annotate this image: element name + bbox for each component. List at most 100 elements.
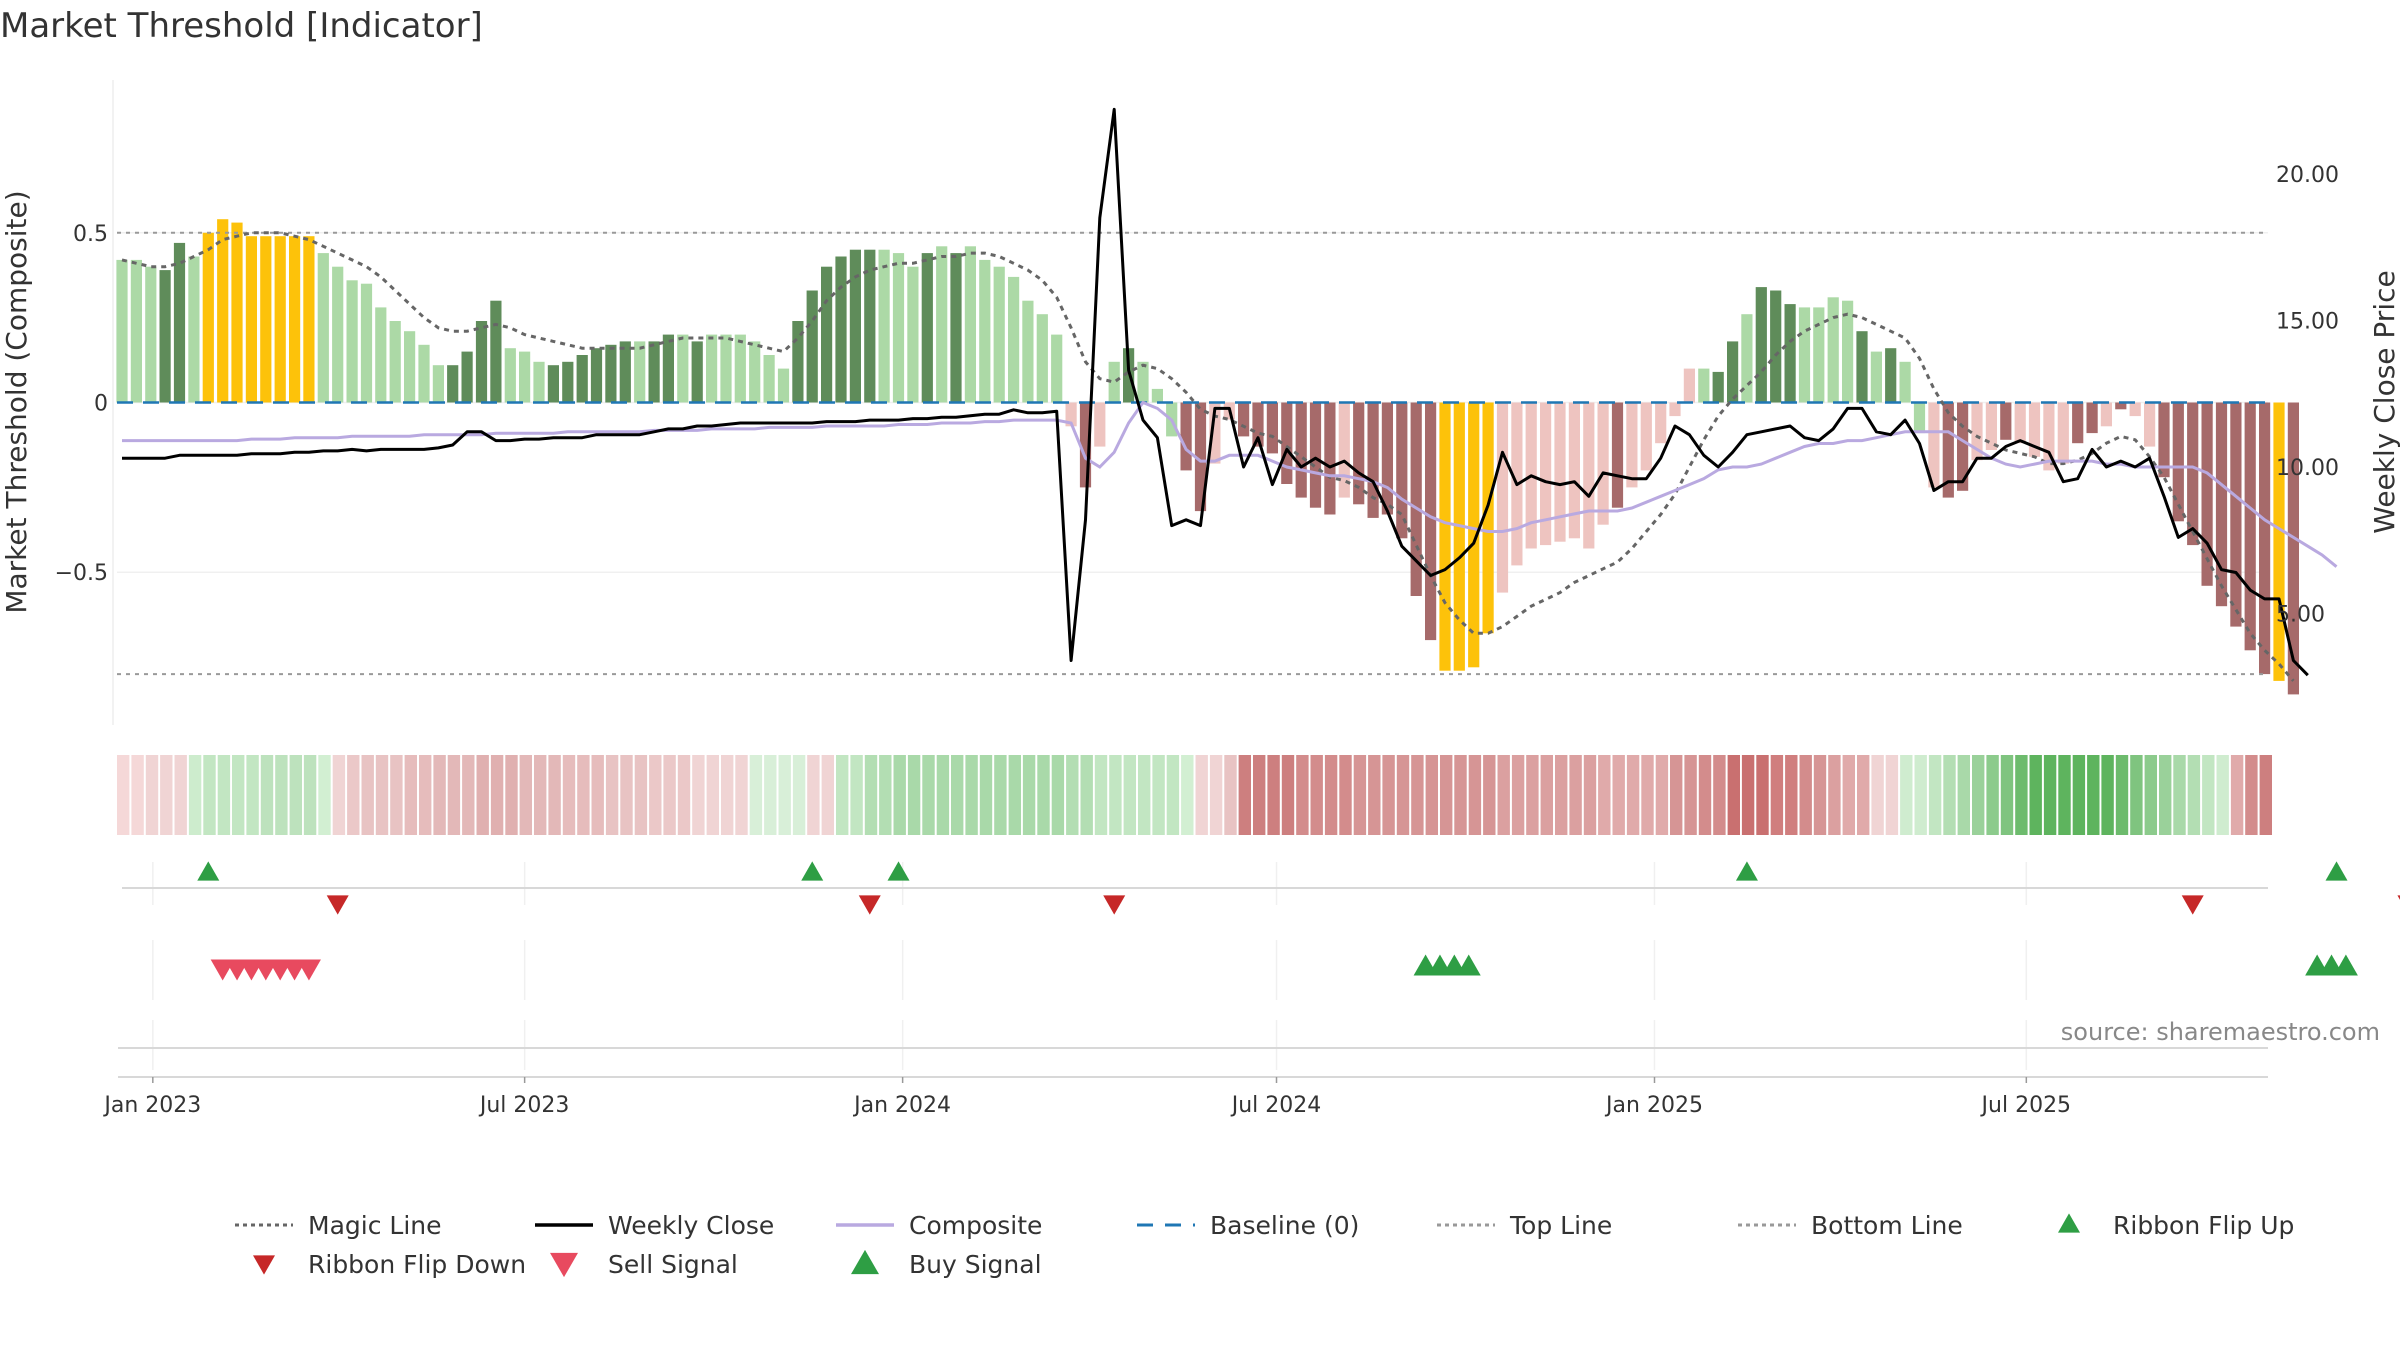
ribbon-cell [1871,755,1884,835]
ribbon-cell [174,755,187,835]
composite-bar [979,259,991,403]
ribbon-cell [1310,755,1323,835]
y2-tick-label: 20.00 [2276,163,2339,188]
composite-bar [1453,402,1465,671]
ribbon-flip-up-marker [2325,861,2348,881]
ribbon-cell [505,755,518,835]
ribbon-cell [634,755,648,835]
ribbon-cell [1756,755,1769,835]
ribbon-cell [1195,755,1208,835]
ribbon-cell [1727,755,1740,835]
ribbon-cell [1396,755,1410,835]
composite-bar [346,280,358,403]
composite-bar [2158,402,2170,478]
composite-bar [1540,402,1552,546]
composite-bar [1338,402,1350,498]
legend-label: Baseline (0) [1210,1211,1359,1240]
ribbon-cell [1583,755,1597,835]
ribbon-cell [289,755,302,835]
ribbon-cell [1109,755,1122,835]
ribbon-cell [548,755,561,835]
ribbon-cell [1238,755,1251,835]
ribbon-cell [821,755,834,835]
composite-bar [907,266,919,403]
legend-label: Bottom Line [1811,1211,1963,1240]
composite-bar [576,355,588,403]
composite-bar [202,232,214,403]
ribbon-cell [879,755,892,835]
chart-title: Market Threshold [Indicator] [0,6,483,46]
legend-label: Weekly Close [608,1211,774,1240]
legend-item: Buy Signal [851,1249,1042,1279]
composite-bar [389,321,401,403]
ribbon-cell [433,755,446,835]
ribbon-cell [447,755,461,835]
composite-bar [447,365,459,403]
composite-bar [2215,402,2228,607]
legend-swatch [550,1252,578,1278]
ribbon-cell [1411,755,1424,835]
ribbon-cell [260,755,274,835]
source-label: source: sharemaestro.com [2061,1018,2380,1046]
ribbon-cell [1684,755,1697,835]
composite-bar [1367,402,1379,518]
main-panel: 0.5 0 −0.5 20.00 15.00 10.00 5.00 Market Thre… [0,80,2400,725]
ribbon-cell [2015,755,2028,835]
composite-bar [360,283,373,403]
composite-bar [792,321,804,403]
composite-bar [1683,368,1695,403]
ribbon-cell [1698,755,1712,835]
x-tick-label: Jul 2025 [1980,1093,2072,1118]
legend-item: Bottom Line [1738,1211,1963,1240]
composite-bar [2273,402,2285,681]
composite-bar [1640,402,1652,471]
ribbon-cell [160,755,173,835]
composite-bar [1266,402,1278,454]
ribbon-cell [1828,755,1841,835]
ribbon-cell [1253,755,1266,835]
ribbon-cell [979,755,993,835]
composite-bar [1985,402,1997,450]
ribbon-cell [1612,755,1625,835]
ribbon-cell [2058,755,2071,835]
composite-bar [2115,402,2127,410]
composite-bar [2000,402,2012,440]
ribbon-cell [836,755,849,835]
ribbon-cell [1511,755,1525,835]
ribbon-cell [188,755,202,835]
composite-bar [878,249,890,403]
composite-bar [749,341,761,403]
ribbon-cell [620,755,633,835]
ribbon-cell [1943,755,1956,835]
buy-signal-marker [1456,954,1481,976]
composite-bar [2287,402,2299,695]
legend-item: Sell Signal [550,1250,738,1279]
legend-label: Buy Signal [909,1250,1042,1279]
ribbon-flip-down-marker [2181,895,2204,915]
ribbon-cell [145,755,159,835]
ribbon-cell [951,755,964,835]
ribbon-cell [1324,755,1338,835]
composite-bar [864,249,876,403]
legend-label: Ribbon Flip Up [2113,1211,2294,1240]
ribbon-cell [1655,755,1669,835]
ribbon-cell [2043,755,2057,835]
composite-bar [1180,402,1192,471]
composite-bar [634,341,646,403]
composite-bar [821,266,833,403]
composite-bar [490,300,502,403]
ribbon-cell [1339,755,1352,835]
ribbon-cell [246,755,259,835]
y-axis-ticks: 0.5 0 −0.5 [55,222,108,586]
composite-bar [993,266,1005,403]
legend-label: Sell Signal [608,1250,738,1279]
composite-bar [274,236,286,403]
ribbon-cell [1138,755,1151,835]
weekly-close-line [122,107,2309,677]
composite-bar [1439,402,1451,671]
composite-bar [1856,331,1868,403]
ribbon-cell [390,755,403,835]
composite-bar [1626,402,1638,488]
ribbon-cell [1957,755,1970,835]
